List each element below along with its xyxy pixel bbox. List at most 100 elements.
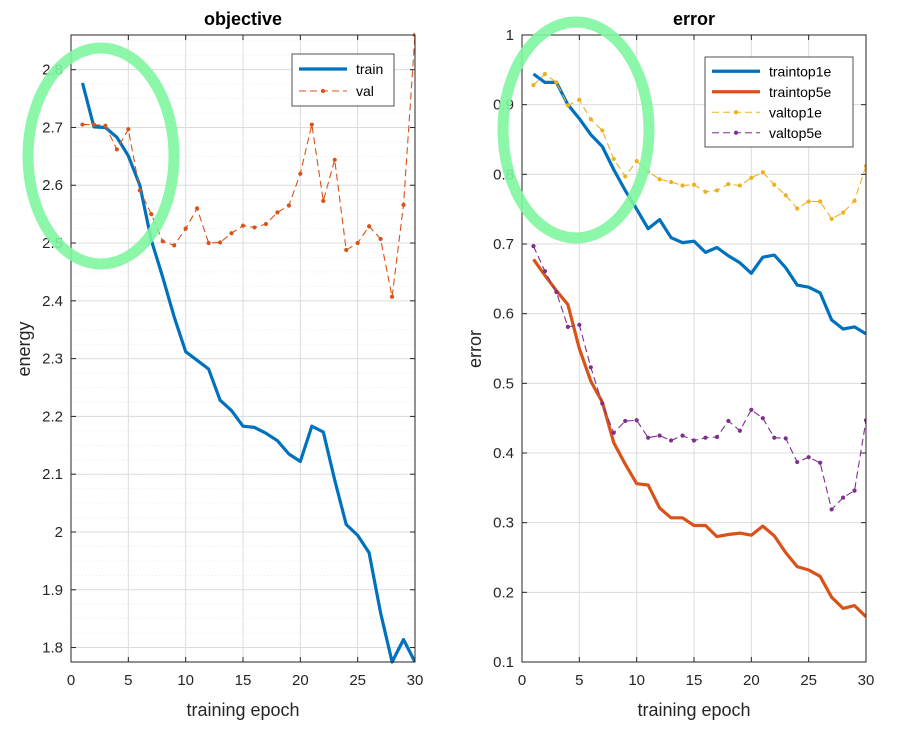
- data-point-valtop1e: [818, 199, 823, 204]
- series-traintop5e: [532, 258, 866, 618]
- data-point-valtop5e: [588, 365, 593, 370]
- data-point-valtop5e: [840, 495, 846, 500]
- chart-title: error: [673, 9, 715, 29]
- x-tick-label: 5: [575, 672, 583, 689]
- data-point-valtop5e: [577, 322, 582, 327]
- data-point-valtop1e: [772, 182, 777, 187]
- y-tick-label: 0.4: [493, 445, 514, 462]
- data-point-valtop1e: [714, 188, 720, 193]
- legend-label-traintop5e: traintop5e: [769, 84, 831, 100]
- data-point-valtop5e: [852, 488, 857, 493]
- x-tick-label: 10: [177, 672, 194, 689]
- y-tick-label: 0.3: [493, 515, 514, 532]
- y-tick-label: 2.2: [42, 408, 63, 425]
- legend-marker-valtop5e: [733, 130, 739, 135]
- data-point-valtop1e: [863, 163, 866, 169]
- data-point-val: [217, 240, 223, 245]
- data-point-valtop1e: [680, 183, 685, 188]
- data-point-valtop5e: [863, 418, 866, 423]
- data-point-val: [309, 122, 314, 127]
- data-point-valtop5e: [806, 455, 811, 460]
- y-tick-label: 2.1: [42, 466, 63, 483]
- x-tick-label: 30: [407, 672, 424, 689]
- data-point-valtop5e: [714, 434, 720, 440]
- data-point-valtop1e: [795, 206, 800, 211]
- y-tick-label: 0.2: [493, 584, 514, 601]
- data-point-valtop5e: [634, 418, 639, 423]
- series-line-traintop5e: [532, 258, 866, 618]
- chart-error: 0 5 10 15 20 25 300.10.20.30.40.50.60.70.80.91…: [465, 9, 874, 720]
- data-point-valtop1e: [840, 210, 846, 215]
- data-point-val: [126, 127, 131, 132]
- series-line-valtop5e: [532, 245, 866, 511]
- data-point-val: [252, 225, 257, 230]
- data-point-val: [344, 247, 349, 253]
- x-tick-label: 5: [124, 672, 132, 689]
- legend-label-traintop1e: traintop1e: [769, 63, 831, 79]
- series-line-val: [82, 34, 415, 297]
- series-valtop1e: [531, 71, 866, 222]
- legend-label-valtop1e: valtop1e: [769, 104, 822, 120]
- data-point-valtop1e: [829, 216, 834, 222]
- data-point-valtop1e: [783, 193, 788, 198]
- data-point-val: [183, 226, 188, 231]
- data-point-valtop1e: [668, 179, 674, 185]
- data-point-valtop5e: [772, 435, 777, 440]
- data-point-valtop1e: [703, 189, 708, 194]
- x-tick-label: 25: [349, 672, 366, 689]
- data-point-valtop5e: [531, 243, 536, 249]
- data-point-valtop5e: [565, 324, 570, 330]
- data-point-valtop1e: [611, 156, 616, 162]
- x-axis-label: training epoch: [637, 700, 750, 720]
- legend-box: [291, 53, 395, 107]
- legend-label-valtop5e: valtop5e: [769, 125, 822, 141]
- data-point-val: [149, 212, 154, 217]
- y-tick-label: 0.1: [493, 654, 514, 671]
- data-point-valtop1e: [852, 198, 857, 203]
- ticks: 0 5 10 15 20 25 301.81.922.12.22.32.42.52.62.7…: [42, 35, 423, 689]
- legend-label-val: val: [356, 83, 374, 99]
- y-tick-label: 1.9: [42, 582, 63, 599]
- data-point-val: [114, 147, 119, 152]
- y-tick-label: 0.6: [493, 306, 514, 323]
- data-point-valtop1e: [726, 181, 731, 187]
- data-point-val: [172, 243, 177, 248]
- x-tick-label: 30: [858, 672, 875, 689]
- data-point-val: [206, 240, 211, 246]
- data-point-val: [332, 157, 337, 162]
- y-tick-label: 2.6: [42, 177, 63, 194]
- annotation-layer: [22, 16, 655, 270]
- y-tick-label: 2.3: [42, 351, 63, 368]
- data-point-val: [286, 203, 291, 208]
- ticks: 0 5 10 15 20 25 300.10.20.30.40.50.60.70.80.91: [493, 27, 874, 689]
- data-point-val: [389, 294, 395, 299]
- chart-title: objective: [204, 9, 282, 29]
- data-point-valtop1e: [600, 128, 605, 133]
- series-val: [80, 33, 415, 299]
- data-point-valtop1e: [634, 158, 639, 164]
- data-point-valtop1e: [588, 117, 593, 122]
- data-point-valtop5e: [737, 428, 742, 433]
- data-point-valtop5e: [818, 460, 823, 465]
- y-tick-label: 2: [55, 524, 63, 541]
- legend: train val: [291, 53, 395, 107]
- data-point-valtop5e: [760, 416, 765, 421]
- data-point-val: [355, 240, 360, 246]
- data-point-val: [298, 171, 303, 176]
- data-point-valtop5e: [600, 401, 605, 406]
- x-tick-label: 0: [67, 672, 75, 689]
- highlight-ring-error: [497, 16, 655, 244]
- data-point-valtop5e: [749, 407, 754, 412]
- data-point-valtop5e: [783, 436, 788, 441]
- data-point-valtop1e: [542, 71, 548, 77]
- data-point-val: [80, 122, 85, 127]
- x-axis-label: training epoch: [186, 700, 299, 720]
- series-valtop5e: [531, 243, 866, 512]
- data-point-val: [137, 188, 142, 193]
- data-point-valtop5e: [668, 438, 674, 443]
- data-point-val: [401, 202, 406, 207]
- data-point-valtop1e: [623, 174, 628, 179]
- data-point-val: [275, 210, 280, 215]
- series-line-traintop1e: [532, 72, 866, 336]
- data-point-valtop5e: [703, 435, 708, 440]
